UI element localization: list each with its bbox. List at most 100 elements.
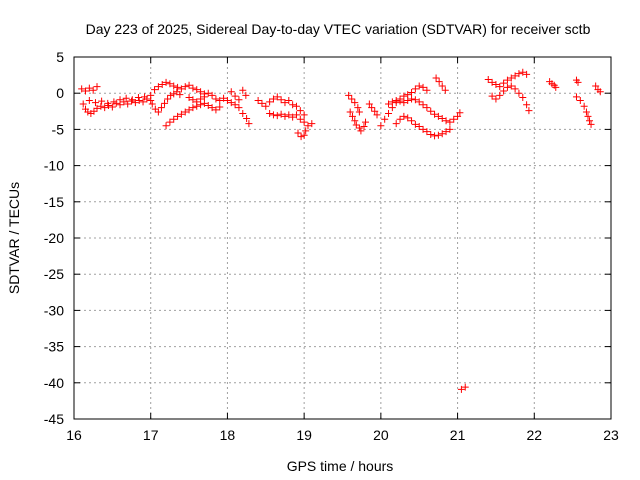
data-point (360, 123, 368, 131)
data-point (492, 95, 500, 103)
y-tick-label: -25 (44, 266, 64, 282)
x-tick-label: 18 (220, 427, 236, 443)
data-point (235, 96, 243, 104)
data-point (98, 97, 106, 105)
data-point (392, 120, 400, 128)
y-tick-label: -30 (44, 302, 64, 318)
data-point (525, 107, 533, 115)
data-point (500, 79, 508, 87)
data-point (438, 82, 446, 90)
x-tick-label: 19 (296, 427, 312, 443)
data-point (392, 96, 400, 104)
data-point (177, 85, 185, 93)
data-point (93, 83, 101, 91)
data-point (345, 91, 353, 99)
data-point (434, 131, 442, 139)
data-point (400, 112, 408, 120)
data-point (197, 95, 205, 103)
data-point (254, 96, 262, 104)
data-point (582, 108, 590, 116)
data-point (85, 96, 93, 104)
data-point (423, 104, 431, 112)
data-point (227, 99, 235, 107)
data-point (154, 108, 162, 116)
data-point (377, 122, 385, 130)
data-point (572, 93, 580, 101)
data-point (79, 100, 87, 108)
data-point (78, 85, 86, 93)
data-point (423, 128, 431, 136)
data-point (122, 94, 130, 102)
data-point (348, 95, 356, 103)
data-point (457, 385, 465, 393)
data-point (488, 78, 496, 86)
data-point (231, 101, 239, 109)
data-point (461, 383, 469, 391)
chart-title: Day 223 of 2025, Sidereal Day-to-day VTE… (86, 21, 591, 37)
data-point (212, 106, 220, 114)
data-point (161, 99, 169, 107)
data-point (434, 112, 442, 120)
data-point (292, 102, 300, 110)
data-point (216, 96, 224, 104)
data-point (147, 91, 155, 99)
data-point (189, 104, 197, 112)
data-point (454, 112, 462, 120)
data-point (415, 98, 423, 106)
data-point (355, 108, 363, 116)
data-point (580, 102, 588, 110)
data-point (552, 83, 560, 91)
x-tick-label: 17 (143, 427, 159, 443)
data-point (296, 115, 304, 123)
data-point (404, 96, 412, 104)
data-point (281, 99, 289, 107)
data-point (523, 101, 531, 109)
data-point (503, 76, 511, 84)
data-point (110, 98, 118, 106)
data-point (231, 92, 239, 100)
data-point (151, 86, 159, 94)
data-point (396, 115, 404, 123)
data-point (85, 84, 93, 92)
data-point (170, 82, 178, 90)
data-point (300, 118, 308, 126)
data-point (176, 91, 184, 99)
data-point (220, 94, 228, 102)
data-point (500, 87, 508, 95)
data-point (285, 96, 293, 104)
data-point (294, 129, 302, 137)
data-point (157, 104, 165, 112)
data-point (385, 109, 393, 117)
data-point (166, 80, 174, 88)
data-point (170, 115, 178, 123)
data-point (419, 83, 427, 91)
data-point (227, 88, 235, 96)
data-point (135, 96, 143, 104)
data-point (296, 107, 304, 115)
data-point (438, 130, 446, 138)
data-point (258, 99, 266, 107)
data-point (431, 132, 439, 140)
data-point (431, 110, 439, 118)
data-point (371, 107, 379, 115)
data-point (351, 99, 359, 107)
data-point (411, 85, 419, 93)
data-point (411, 120, 419, 128)
data-point (355, 124, 363, 132)
data-point (400, 92, 408, 100)
data-point (208, 104, 216, 112)
data-point (352, 121, 360, 129)
data-point (304, 122, 312, 130)
y-tick-label: -20 (44, 230, 64, 246)
data-point (174, 112, 182, 120)
data-point (442, 117, 450, 125)
data-point (515, 89, 523, 97)
data-point (185, 106, 193, 114)
data-point (385, 100, 393, 108)
data-point (273, 93, 281, 101)
data-point (519, 68, 527, 76)
data-point (511, 72, 519, 80)
data-point (266, 98, 274, 106)
data-point (277, 110, 285, 118)
